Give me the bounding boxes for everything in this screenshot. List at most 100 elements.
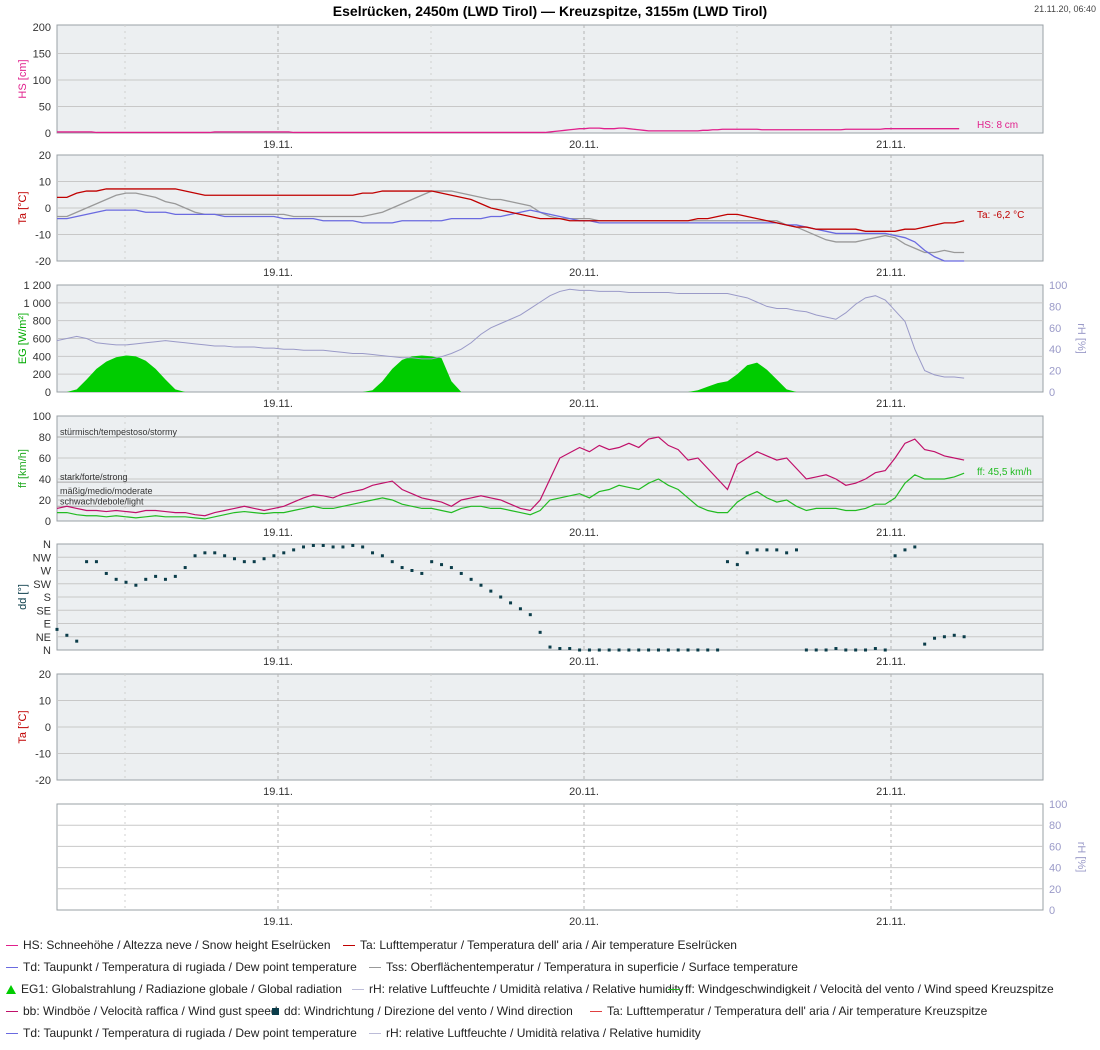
relative-humidity-line — [56, 288, 965, 379]
line-swatch-icon — [343, 944, 355, 946]
x-tick-label: 20.11. — [569, 527, 599, 539]
y-right-tick-label: 20 — [1049, 366, 1061, 378]
x-tick-label: 20.11. — [569, 139, 599, 151]
wind-direction-point — [528, 613, 532, 617]
legend-item[interactable]: Td: Taupunkt / Temperatura di rugiada / … — [6, 1026, 357, 1040]
legend-item[interactable]: Ta: Lufttemperatur / Temperatura dell' a… — [343, 938, 737, 952]
wind-direction-point — [341, 545, 345, 549]
y-tick-label: 100 — [33, 411, 51, 423]
wind-class-label: mäßig/medio/moderate — [60, 486, 153, 496]
wind-class-label: schwach/debole/light — [60, 496, 144, 506]
wind-direction-point — [548, 645, 552, 649]
wind-direction-point — [75, 639, 79, 643]
y-tick-label: 800 — [33, 316, 51, 328]
legend-label: Tss: Oberflächentemperatur / Temperatura… — [386, 960, 798, 974]
wind-direction-point — [262, 557, 266, 561]
x-tick-label: 19.11. — [263, 656, 293, 668]
wind-direction-point — [864, 648, 868, 652]
y-right-tick-label: 20 — [1049, 884, 1061, 896]
legend-row: bb: Windböe / Velocità raffica / Wind gu… — [0, 1004, 1100, 1020]
panel-frame — [56, 803, 1044, 911]
y-right-tick-label: 100 — [1049, 799, 1067, 811]
legend-item[interactable]: ff: Windgeschwindigkeit / Velocità del v… — [668, 982, 1054, 996]
y-tick-label: 100 — [33, 75, 51, 87]
y-tick-label: SE — [36, 605, 51, 617]
wind-direction-point — [735, 563, 739, 567]
y-right-tick-label: 0 — [1049, 905, 1055, 917]
y-tick-label: 80 — [39, 432, 51, 444]
y-axis-label: HS [cm] — [17, 59, 29, 98]
line-swatch-icon — [352, 988, 364, 990]
y-right-tick-label: 40 — [1049, 344, 1061, 356]
y-tick-label: 0 — [45, 516, 51, 528]
legend-item[interactable]: rH: relative Luftfeuchte / Umidità relat… — [369, 1026, 701, 1040]
legend-label: EG1: Globalstrahlung / Radiazione global… — [21, 982, 342, 996]
x-tick-label: 21.11. — [876, 916, 906, 928]
y-right-tick-label: 100 — [1049, 280, 1067, 292]
legend-item[interactable]: HS: Schneehöhe / Altezza neve / Snow hei… — [6, 938, 331, 952]
x-tick-label: 19.11. — [263, 786, 293, 798]
wind-direction-point — [587, 648, 591, 652]
wind-direction-point — [538, 630, 542, 634]
legend-item[interactable]: rH: relative Luftfeuchte / Umidità relat… — [352, 982, 684, 996]
legend-row: Td: Taupunkt / Temperatura di rugiada / … — [0, 960, 1100, 976]
legend-item[interactable]: Td: Taupunkt / Temperatura di rugiada / … — [6, 960, 357, 974]
wind-direction-point — [834, 647, 838, 651]
y-tick-label: -20 — [35, 256, 51, 268]
wind-direction-point — [114, 577, 118, 581]
wind-direction-point — [824, 648, 828, 652]
wind-direction-point — [509, 601, 513, 605]
legend-item[interactable]: Tss: Oberflächentemperatur / Temperatura… — [369, 960, 798, 974]
wind-direction-point — [578, 648, 582, 652]
wind-direction-point — [292, 548, 296, 552]
x-tick-label: 21.11. — [876, 139, 906, 151]
x-tick-label: 21.11. — [876, 267, 906, 279]
wind-direction-point — [706, 648, 710, 652]
wind-direction-point — [154, 574, 158, 578]
wind-direction-point — [272, 554, 276, 558]
wind-direction-point — [213, 551, 217, 555]
line-swatch-icon — [369, 966, 381, 968]
legend-row: Td: Taupunkt / Temperatura di rugiada / … — [0, 1026, 1100, 1042]
wind-direction-point — [55, 627, 59, 631]
wind-direction-point — [420, 571, 424, 575]
wind-direction-point — [203, 551, 207, 555]
timestamp: 21.11.20, 06:40 — [1034, 4, 1096, 14]
y-right-tick-label: 80 — [1049, 301, 1061, 313]
y-tick-label: 10 — [39, 177, 51, 189]
area-swatch-icon — [6, 984, 16, 994]
wind-direction-point — [696, 648, 700, 652]
wind-direction-point — [844, 648, 848, 652]
y-tick-label: W — [41, 566, 52, 578]
wind-direction-point — [371, 551, 375, 555]
wind-direction-point — [854, 648, 858, 652]
wind-direction-point — [331, 545, 335, 549]
wind-direction-point — [479, 583, 483, 587]
legend-item[interactable]: EG1: Globalstrahlung / Radiazione global… — [6, 982, 342, 996]
wind-direction-point — [499, 595, 503, 599]
y-right-tick-label: 40 — [1049, 863, 1061, 875]
line-swatch-icon — [369, 1032, 381, 1034]
panel-hs: 200 150 100 50 0 19.11. 20.11. 21.11. HS [cm] HS:… — [17, 22, 1044, 151]
y-tick-label: SW — [33, 579, 51, 591]
wind-direction-point — [923, 642, 927, 646]
x-tick-label: 21.11. — [876, 786, 906, 798]
legend-label: Ta: Lufttemperatur / Temperatura dell' a… — [607, 1004, 988, 1018]
legend-item[interactable]: dd: Windrichtung / Direzione del vento /… — [272, 1004, 573, 1018]
line-swatch-icon — [6, 944, 18, 946]
y-tick-label: 0 — [45, 722, 51, 734]
y-axis-label: EG [W/m²] — [17, 313, 29, 364]
panel-rh2: 100 80 60 40 20 0 19.11. 20.11. 21.11. rH [%] — [56, 799, 1087, 928]
y-tick-label: 60 — [39, 453, 51, 465]
legend-row: HS: Schneehöhe / Altezza neve / Snow hei… — [0, 938, 1100, 954]
wind-direction-point — [775, 548, 779, 552]
y-tick-label: N — [43, 645, 51, 657]
wind-direction-point — [65, 633, 69, 637]
legend-item[interactable]: bb: Windböe / Velocità raffica / Wind gu… — [6, 1004, 278, 1018]
legend-item[interactable]: Ta: Lufttemperatur / Temperatura dell' a… — [590, 1004, 987, 1018]
chart-canvas: Eselrücken, 2450m (LWD Tirol) — Kreuzspi… — [17, 3, 1096, 928]
wind-direction-point — [745, 551, 749, 555]
wind-direction-point — [242, 560, 246, 564]
wind-direction-point — [85, 560, 89, 564]
